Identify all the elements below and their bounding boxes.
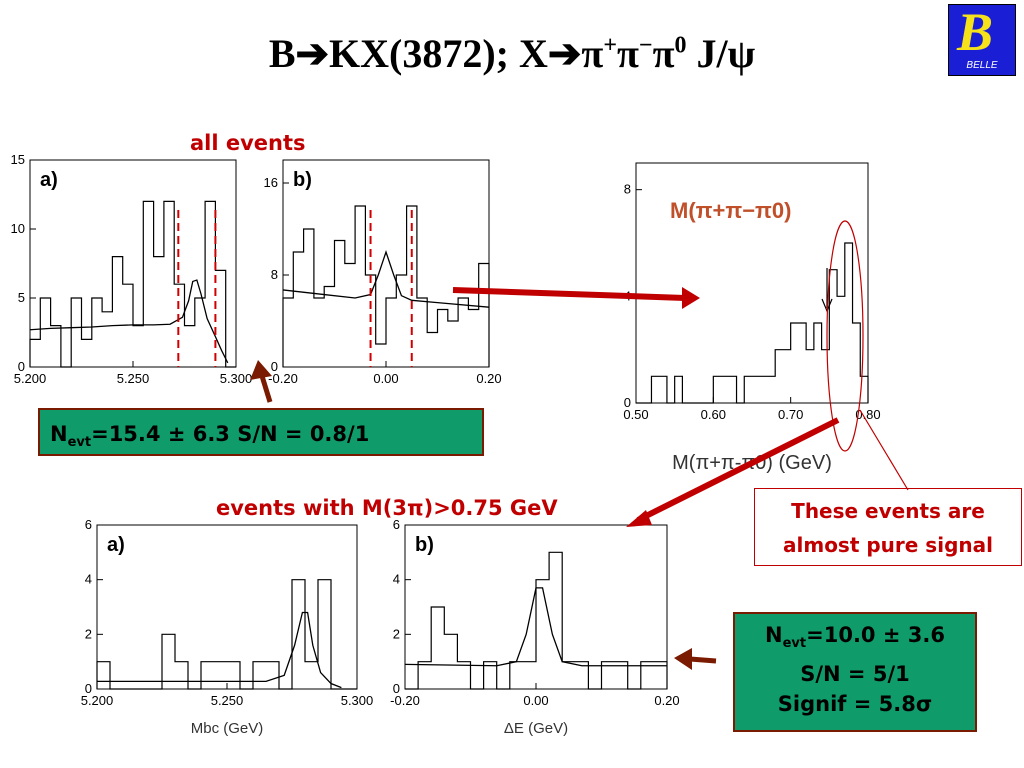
arrow-up-to-top-chart <box>259 375 273 403</box>
nevt-line1: Nevt=10.0 ± 3.6 <box>735 620 975 659</box>
events-cut-label: events with M(3π)>0.75 GeV <box>216 496 558 520</box>
nevt-box-all: Nevt=15.4 ± 6.3 S/N = 0.8/1 <box>38 408 484 456</box>
chart-bottom-de: -0.20 0.00 0.20 0 2 4 6 b) ΔE (GeV) <box>390 517 679 737</box>
nevt-value: =10.0 ± 3.6 <box>806 623 945 647</box>
arrow-to-m3pi <box>452 287 686 301</box>
y-tick-label: 8 <box>624 182 631 197</box>
fit-curve <box>282 249 490 308</box>
arrow-head-icon <box>626 510 652 527</box>
belle-logo-text: BELLE <box>966 60 998 71</box>
nevt-sub: evt <box>782 636 807 652</box>
pion-zero-symbol: π0 <box>652 31 687 76</box>
x-tick-label: 0.00 <box>373 371 398 386</box>
y-tick-label: 15 <box>11 152 25 167</box>
signif-line: Signif = 5.8σ <box>777 692 933 717</box>
panel-label: a) <box>40 169 58 191</box>
signal-region-ellipse <box>826 220 864 452</box>
y-tick-label: 5 <box>18 290 25 305</box>
x-tick-label: 0.80 <box>855 407 880 422</box>
arrow-head-icon <box>250 360 272 380</box>
x-tick-label: 5.300 <box>341 693 374 708</box>
x-tick-label: 5.200 <box>14 371 47 386</box>
y-tick-label: 0 <box>85 681 92 696</box>
x-tick-label: 0.60 <box>701 407 726 422</box>
x-tick-label: 0.20 <box>654 693 679 708</box>
y-tick-label: 8 <box>271 267 278 282</box>
sn-line: S/N = 5/1 <box>800 662 910 687</box>
fit-curve <box>97 611 342 689</box>
arrow-head-icon <box>682 287 700 309</box>
x-tick-label: 0.20 <box>476 371 501 386</box>
belle-logo: B BELLE <box>948 2 1016 76</box>
x-tick-label: -0.20 <box>390 693 420 708</box>
annotations <box>250 220 909 670</box>
nevt-label: N <box>50 422 68 446</box>
panel-label: b) <box>293 169 312 191</box>
arrow-icon: ➔ <box>295 31 330 76</box>
all-events-label: all events <box>190 131 306 155</box>
y-tick-label: 0 <box>624 395 631 410</box>
histogram-series <box>29 200 236 368</box>
arrow-left-to-bottom-chart <box>689 656 717 664</box>
histogram-series <box>96 579 357 690</box>
arrow-to-cut <box>636 417 840 523</box>
chart-top-de: -0.20 0.00 0.20 0 8 16 b) <box>264 159 502 386</box>
x-tick-label: 0.00 <box>523 693 548 708</box>
x-axis-title: ΔE (GeV) <box>504 720 568 737</box>
histogram-series <box>405 551 668 690</box>
title-tail: J/ <box>686 31 728 76</box>
y-tick-label: 16 <box>264 175 278 190</box>
chart-bottom-mbc: 5.200 5.250 5.300 0 2 4 6 a) Mbc (GeV) <box>81 517 374 737</box>
y-tick-label: 4 <box>85 572 92 587</box>
y-tick-label: 6 <box>85 517 92 532</box>
arrow-head-icon <box>674 648 692 670</box>
histogram-series <box>636 242 869 404</box>
x-tick-label: -0.20 <box>268 371 298 386</box>
pion-plus-symbol: π+ <box>581 31 617 76</box>
title-prefix: B <box>268 31 296 76</box>
y-tick-label: 6 <box>393 517 400 532</box>
chart-top-mbc: 5.200 5.250 5.300 0 5 10 15 a) <box>11 152 253 386</box>
x-tick-label: 0.50 <box>623 407 648 422</box>
y-tick-label: 2 <box>85 626 92 641</box>
y-tick-label: 10 <box>11 221 25 236</box>
m3pi-plot-label: M(π+π−π0) <box>670 198 791 223</box>
x-tick-label: 5.250 <box>211 693 244 708</box>
slide-title: B➔KX(3872); X➔π+π−π0 J/ψ <box>0 30 1024 77</box>
fit-curve <box>404 587 667 667</box>
pure-signal-box: These events are almost pure signal <box>754 488 1022 566</box>
nevt-label: N <box>765 623 783 647</box>
pion-minus-symbol: π− <box>617 31 653 76</box>
fit-curve <box>29 279 229 364</box>
callout-line <box>859 409 909 491</box>
nevt-text: =15.4 ± 6.3 S/N = 0.8/1 <box>91 422 370 446</box>
y-tick-label: 0 <box>393 681 400 696</box>
psi-symbol: ψ <box>727 31 756 76</box>
charts-layer: 5.200 5.250 5.300 0 5 10 15 a) -0.20 0.00 0.20 0 8 16… <box>11 152 881 737</box>
nevt-sub: evt <box>67 435 92 451</box>
histogram-series <box>282 205 490 367</box>
x-tick-label: 5.200 <box>81 693 114 708</box>
y-tick-label: 2 <box>393 626 400 641</box>
y-tick-label: 0 <box>18 359 25 374</box>
y-tick-label: 4 <box>393 572 400 587</box>
panel-label: a) <box>107 534 125 556</box>
belle-logo-glyph: B <box>957 2 994 62</box>
panel-label: b) <box>415 534 434 556</box>
title-mid: KX(3872); X <box>329 31 548 76</box>
x-axis-title: Mbc (GeV) <box>191 720 264 737</box>
y-tick-label: 0 <box>271 359 278 374</box>
arrow-icon: ➔ <box>547 31 582 76</box>
x-tick-label: 0.70 <box>778 407 803 422</box>
x-tick-label: 5.250 <box>117 371 150 386</box>
nevt-box-cut: Nevt=10.0 ± 3.6 S/N = 5/1 Signif = 5.8σ <box>733 612 977 732</box>
x-tick-label: 5.300 <box>220 371 253 386</box>
plot-frame <box>635 162 869 404</box>
